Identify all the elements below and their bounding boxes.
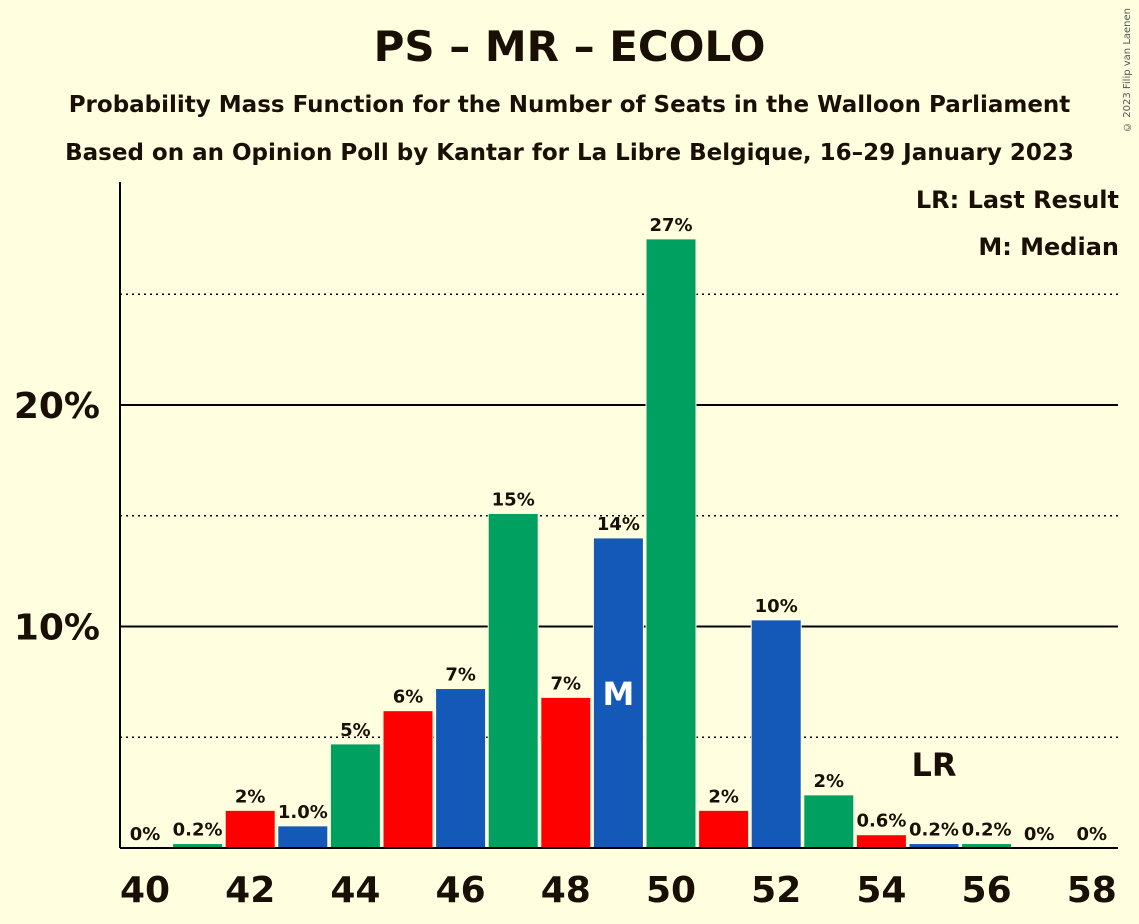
data-label: 5% xyxy=(340,720,371,741)
bar-seats-52 xyxy=(750,619,802,849)
x-tick-label: 56 xyxy=(962,870,1012,911)
chart-axes: 10% 20% 40 42 44 46 48 50 52 54 56 58 xyxy=(14,182,1118,911)
bar-seats-48 xyxy=(540,696,592,849)
bar-seats-53 xyxy=(803,794,855,849)
data-label: 0.2% xyxy=(909,820,959,841)
x-tick-label: 54 xyxy=(856,870,906,911)
bar-seats-45 xyxy=(382,710,434,849)
x-tick-label: 46 xyxy=(436,870,486,911)
bar-seats-42 xyxy=(224,809,276,849)
chart-bars xyxy=(172,238,1013,849)
chart-data-labels: 0% 0.2% 2% 1.0% 5% 6% 7% 15% 7% 14% 27% 2% 10% 2% 0.6%… xyxy=(130,215,1107,845)
data-label: 0% xyxy=(130,824,161,845)
data-label: 0.2% xyxy=(962,820,1012,841)
data-label: 15% xyxy=(492,490,535,511)
data-label: 2% xyxy=(814,771,845,792)
chart-subtitle-source: Based on an Opinion Poll by Kantar for L… xyxy=(65,140,1074,166)
bar-seats-43 xyxy=(277,825,329,849)
y-tick-label: 10% xyxy=(14,608,100,649)
bar-seats-46 xyxy=(435,688,487,849)
data-label: 6% xyxy=(393,687,424,708)
x-tick-label: 48 xyxy=(541,870,591,911)
data-label: 0% xyxy=(1077,824,1108,845)
x-tick-label: 50 xyxy=(646,870,696,911)
data-label: 0% xyxy=(1024,824,1055,845)
data-label: 27% xyxy=(649,215,692,236)
legend-last-result: LR: Last Result xyxy=(915,186,1119,214)
x-tick-label: 42 xyxy=(225,870,275,911)
x-tick-label: 58 xyxy=(1067,870,1117,911)
median-marker: M xyxy=(602,675,634,713)
chart-subtitle: Probability Mass Function for the Number… xyxy=(68,92,1071,118)
bar-seats-54 xyxy=(855,834,907,849)
data-label: 1.0% xyxy=(278,802,328,823)
bar-seats-51 xyxy=(698,809,750,849)
data-label: 2% xyxy=(235,786,266,807)
data-label: 7% xyxy=(445,665,476,686)
data-label: 0.6% xyxy=(856,811,906,832)
last-result-marker: LR xyxy=(911,746,956,784)
data-label: 14% xyxy=(597,514,640,535)
bar-seats-44 xyxy=(329,743,381,849)
bar-seats-49 xyxy=(592,537,644,849)
data-label: 10% xyxy=(755,596,798,617)
bar-seats-47 xyxy=(487,513,539,849)
y-tick-label: 20% xyxy=(14,386,100,427)
data-label: 2% xyxy=(708,786,739,807)
bar-seats-50 xyxy=(645,238,697,849)
x-tick-label: 44 xyxy=(330,870,380,911)
x-tick-label: 52 xyxy=(751,870,801,911)
x-tick-label: 40 xyxy=(120,870,170,911)
data-label: 0.2% xyxy=(173,820,223,841)
chart-title: PS – MR – ECOLO xyxy=(373,22,766,71)
data-label: 7% xyxy=(551,673,582,694)
legend-median: M: Median xyxy=(978,233,1119,261)
